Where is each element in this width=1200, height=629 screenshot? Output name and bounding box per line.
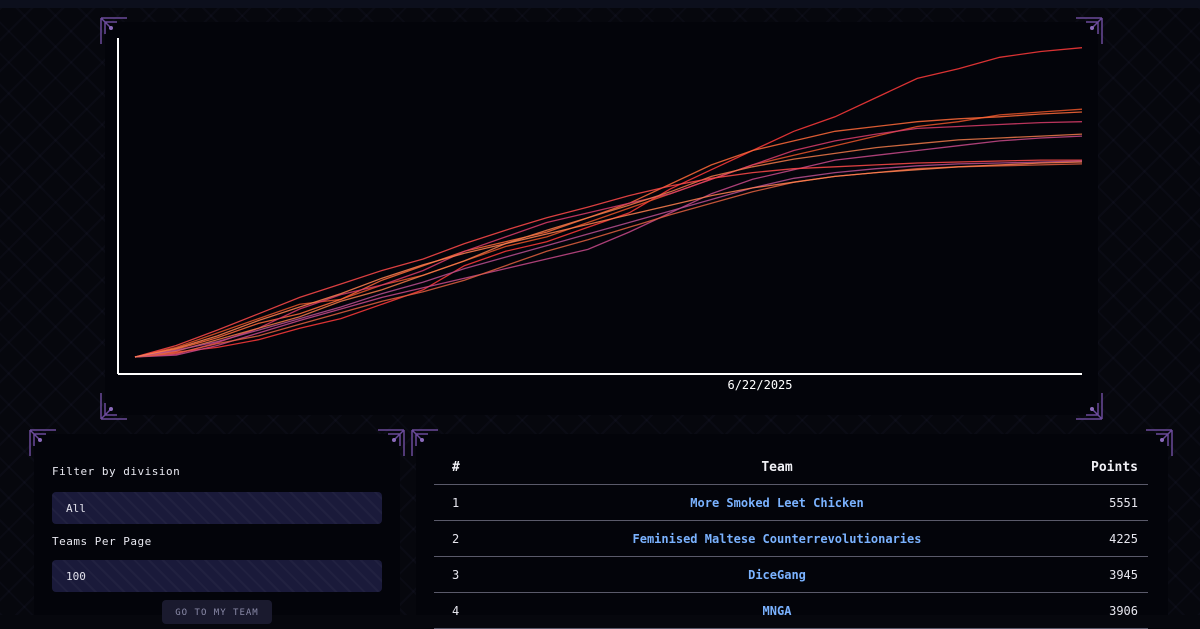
points-cell: 5551: [1057, 484, 1148, 521]
per-page-label: Teams Per Page: [52, 535, 152, 548]
rank-cell: 3: [434, 556, 497, 593]
filter-panel: Filter by division All Teams Per Page 10…: [29, 429, 405, 624]
rank-cell: 4: [434, 592, 497, 629]
per-page-select[interactable]: 100: [52, 560, 382, 592]
rank-header: #: [434, 450, 497, 485]
series-line[interactable]: [134, 47, 1083, 358]
series-line[interactable]: [134, 159, 1082, 358]
go-to-my-team-button[interactable]: GO TO MY TEAM: [162, 600, 272, 624]
rank-cell: 1: [434, 484, 497, 521]
table-row: 1 More Smoked Leet Chicken 5551: [434, 484, 1148, 521]
table-row: 4 MNGA 3906: [434, 592, 1148, 629]
score-chart-panel: 6/22/2025: [100, 17, 1103, 420]
table-row: 2 Feminised Maltese Counterrevolutionari…: [434, 520, 1148, 557]
series-group: [134, 47, 1083, 358]
series-line[interactable]: [134, 160, 1083, 358]
rank-cell: 2: [434, 520, 497, 557]
series-line[interactable]: [134, 161, 1083, 358]
points-cell: 3945: [1057, 556, 1148, 593]
division-filter-label: Filter by division: [52, 465, 181, 478]
team-header[interactable]: Team: [497, 450, 1057, 485]
series-line[interactable]: [134, 108, 1083, 358]
x-tick-label: 6/22/2025: [727, 378, 792, 392]
series-line[interactable]: [134, 121, 1083, 358]
team-link[interactable]: MNGA: [497, 592, 1057, 629]
ornament-corner-icon: [1144, 428, 1174, 458]
score-chart[interactable]: 6/22/2025: [105, 22, 1098, 415]
ornament-corner-icon: [28, 428, 58, 458]
table-header-row: # Team Points: [434, 450, 1148, 485]
series-line[interactable]: [134, 133, 1083, 358]
division-select[interactable]: All: [52, 492, 382, 524]
ornament-corner-icon: [376, 428, 406, 458]
team-link[interactable]: DiceGang: [497, 556, 1057, 593]
series-line[interactable]: [134, 163, 1083, 358]
table-row: 3 DiceGang 3945: [434, 556, 1148, 593]
team-link[interactable]: More Smoked Leet Chicken: [497, 484, 1057, 521]
scoreboard-table: # Team Points 1 More Smoked Leet Chicken…: [434, 450, 1148, 629]
points-cell: 4225: [1057, 520, 1148, 557]
series-line[interactable]: [134, 135, 1083, 358]
points-cell: 3906: [1057, 592, 1148, 629]
top-bar: [0, 0, 1200, 8]
scoreboard-panel: # Team Points 1 More Smoked Leet Chicken…: [411, 429, 1173, 629]
points-header[interactable]: Points: [1057, 450, 1148, 485]
series-line[interactable]: [134, 111, 1083, 358]
team-link[interactable]: Feminised Maltese Counterrevolutionaries: [497, 520, 1057, 557]
